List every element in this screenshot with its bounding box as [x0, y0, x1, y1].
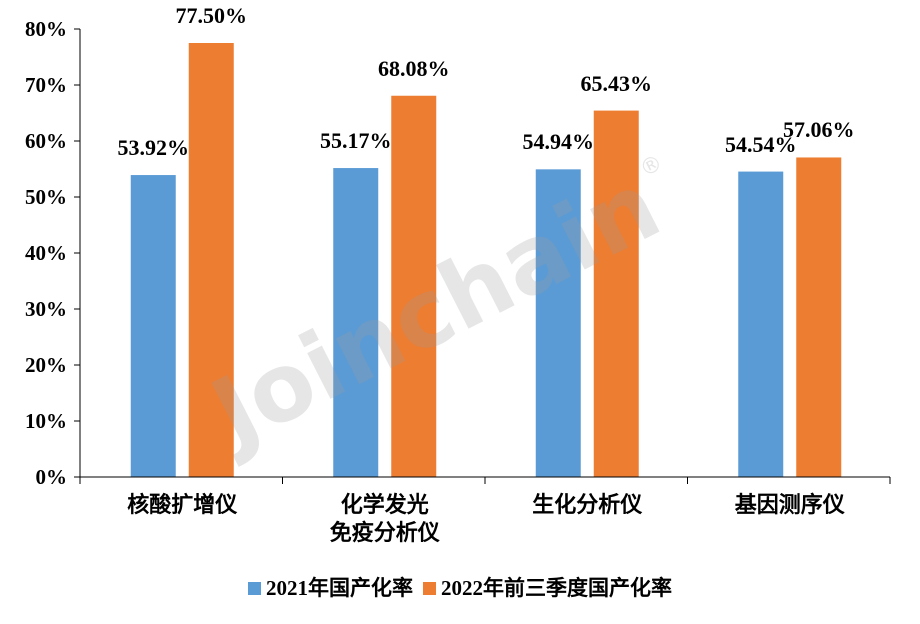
category-label-3: 生化分析仪 [532, 492, 643, 517]
y-tick-label: 30% [25, 297, 67, 321]
legend-item-2021: 2021年国产化率 [248, 574, 413, 602]
series-2-data-label-4: 57.06% [783, 117, 855, 143]
chart-legend: 2021年国产化率 2022年前三季度国产化率 [0, 574, 920, 602]
category-label-4: 基因测序仪 [734, 492, 845, 517]
series-2-bar-1 [188, 43, 234, 477]
y-tick-label: 10% [25, 409, 67, 433]
y-tick-label: 0% [35, 465, 68, 489]
series-1-bar-3 [535, 169, 581, 477]
y-tick-label: 80% [25, 17, 67, 41]
y-tick-label: 70% [25, 73, 67, 97]
series-1-bar-2 [333, 168, 379, 477]
series-2-bar-2 [391, 95, 437, 477]
legend-item-2022: 2022年前三季度国产化率 [423, 574, 672, 602]
legend-swatch-2022 [423, 581, 436, 595]
series-2-data-label-2: 68.08% [378, 55, 450, 81]
y-tick-label: 50% [25, 185, 67, 209]
y-tick-label: 60% [25, 129, 67, 153]
legend-label-2022: 2022年前三季度国产化率 [441, 576, 672, 600]
series-1-data-label-3: 54.94% [522, 129, 595, 155]
series-2-data-label-3: 65.43% [580, 70, 653, 96]
legend-label-2021: 2021年国产化率 [266, 576, 413, 600]
series-1-data-label-1: 53.92% [117, 135, 190, 161]
series-2-bar-3 [593, 110, 639, 477]
category-label-1: 核酸扩增仪 [127, 492, 238, 517]
series-2-bar-4 [796, 157, 842, 478]
series-1-bar-4 [738, 171, 784, 478]
y-tick-label: 20% [25, 353, 67, 377]
category-label-2: 化学发光 免疫分析仪 [329, 492, 440, 545]
legend-swatch-2021 [248, 581, 261, 595]
series-1-data-label-2: 55.17% [320, 128, 392, 154]
series-1-bar-1 [130, 175, 176, 477]
series-1-data-label-4: 54.54% [725, 131, 797, 157]
series-2-data-label-1: 77.50% [175, 3, 248, 28]
y-tick-label: 40% [25, 241, 67, 265]
